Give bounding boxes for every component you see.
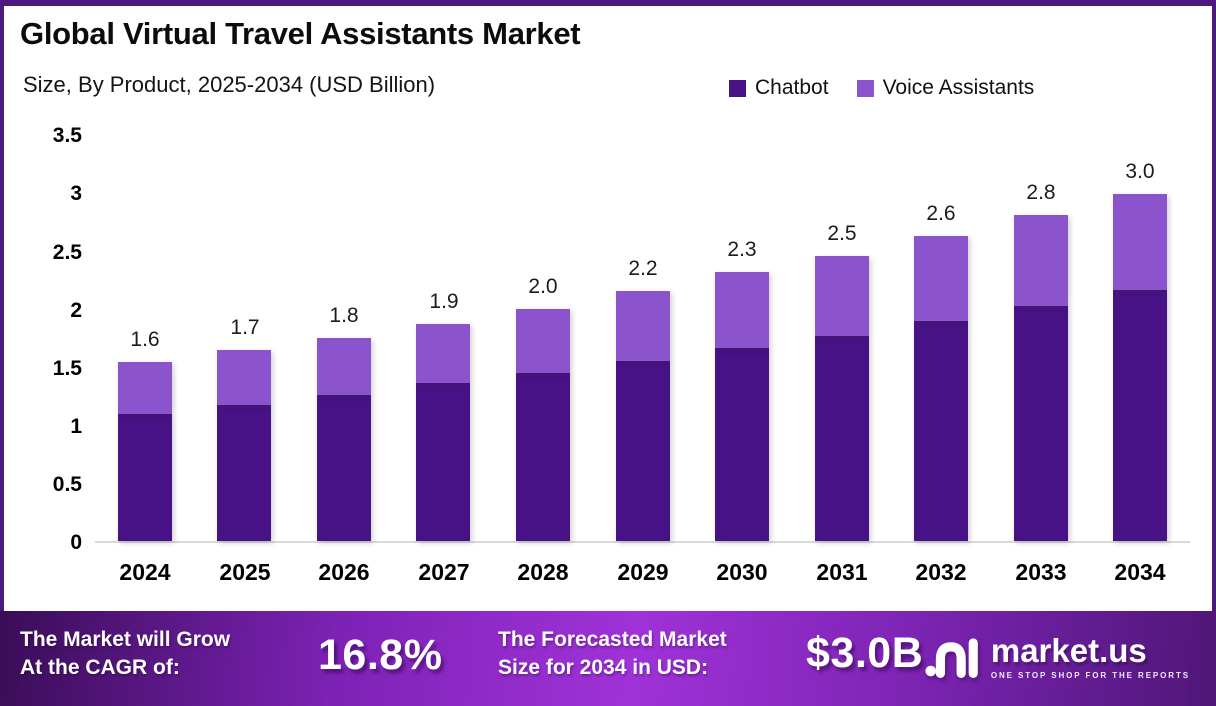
bar-segment-voice-assistants-2034 [1113,194,1167,290]
market-us-logo-icon [925,638,978,678]
page-subtitle: Size, By Product, 2025-2034 (USD Billion… [23,72,436,97]
legend-item-voice-assistants: Voice Assistants [856,76,1035,100]
bar-segment-voice-assistants-2029 [616,291,670,361]
brand-name: market.us [990,632,1147,669]
y-axis-tick-label: 1.5 [52,356,82,380]
bar-total-label-2034: 3.0 [1125,160,1155,183]
x-axis-label-2032: 2032 [915,559,967,585]
page-title: Global Virtual Travel Assistants Market [20,16,581,51]
x-axis-label-2027: 2027 [418,559,470,585]
market-us-logo: market.us ONE STOP SHOP FOR THE REPORTS [924,633,1190,681]
plot-area: 1.6 1.7 1.8 1.9 2.0 2.2 2.3 2.5 2.6 2.8 3.0 [95,136,1190,543]
bar-total-label-2025: 1.7 [230,316,260,339]
bar-segment-chatbot-2034 [1113,290,1167,541]
bar-total-label-2033: 2.8 [1026,181,1056,204]
bar-total-label-2027: 1.9 [429,290,459,313]
x-axis-label-2034: 2034 [1114,559,1166,585]
bar-segment-chatbot-2033 [1014,306,1068,541]
y-axis-tick-label: 3 [70,182,82,206]
bar-segment-chatbot-2024 [118,414,172,541]
bar-segment-chatbot-2031 [815,336,869,541]
bar-segment-voice-assistants-2033 [1014,215,1068,306]
bar-segment-chatbot-2026 [317,395,371,541]
bar-segment-voice-assistants-2025 [217,350,271,405]
bar-total-label-2031: 2.5 [827,222,857,245]
bar-total-label-2029: 2.2 [628,257,658,280]
legend-swatch-1 [856,79,874,97]
brand-tagline: ONE STOP SHOP FOR THE REPORTS [990,671,1190,680]
bar-segment-chatbot-2029 [616,361,670,541]
bar-total-label-2026: 1.8 [329,304,359,327]
forecast-value: $3.0B [806,629,924,677]
bar-segment-chatbot-2027 [416,383,470,541]
x-axis-label-2028: 2028 [517,559,569,585]
forecast-label: The Forecasted Market Size for 2034 in U… [498,626,727,681]
bar-segment-chatbot-2030 [715,348,769,541]
bar-total-label-2032: 2.6 [926,202,956,225]
brand-text: market.us ONE STOP SHOP FOR THE REPORTS [991,634,1190,680]
legend-label-1: Voice Assistants [882,76,1035,99]
bar-segment-voice-assistants-2028 [516,309,570,373]
cagr-label: The Market will Grow At the CAGR of: [20,626,230,681]
bar-segment-voice-assistants-2032 [914,236,968,321]
bar-total-label-2024: 1.6 [130,328,160,351]
cagr-value: 16.8% [318,631,443,679]
forecast-label-line2: Size for 2034 in USD: [498,655,709,679]
x-axis-label-2025: 2025 [219,559,271,585]
x-axis-label-2033: 2033 [1015,559,1067,585]
y-axis-tick-label: 0.5 [52,472,82,496]
forecast-label-line1: The Forecasted Market [498,628,727,651]
x-axis-label-2029: 2029 [617,559,669,585]
bar-segment-voice-assistants-2027 [416,324,470,383]
bar-total-label-2028: 2.0 [528,275,558,298]
y-axis-tick-label: 2 [70,298,82,322]
legend-swatch-0 [729,79,746,97]
bar-segment-voice-assistants-2026 [317,338,371,395]
footer-banner: The Market will Grow At the CAGR of: 16.… [0,611,1216,706]
bar-total-label-2030: 2.3 [727,238,757,261]
bar-segment-voice-assistants-2030 [715,272,769,348]
x-axis-label-2026: 2026 [318,559,370,585]
bar-segment-chatbot-2032 [914,321,968,541]
x-axis-label-2024: 2024 [119,559,171,585]
y-axis-tick-label: 2.5 [52,240,82,264]
x-axis-label-2030: 2030 [716,559,768,585]
bar-segment-chatbot-2028 [516,373,570,541]
cagr-label-line1: The Market will Grow [20,628,231,651]
chart-legend: Chatbot Voice Assistants [729,76,1034,100]
bar-segment-chatbot-2025 [217,405,271,541]
y-axis-tick-label: 1 [70,414,82,438]
legend-item-chatbot: Chatbot [729,76,829,100]
cagr-label-line2: At the CAGR of: [20,655,180,679]
chart-panel: Global Virtual Travel Assistants Market … [0,0,1216,611]
bar-segment-voice-assistants-2031 [815,256,869,336]
legend-label-0: Chatbot [755,76,829,99]
y-axis-tick-label: 0 [70,531,82,554]
x-axis-label-2031: 2031 [816,559,868,585]
bar-segment-voice-assistants-2024 [118,362,172,414]
y-axis-tick-label: 3.5 [52,124,82,148]
